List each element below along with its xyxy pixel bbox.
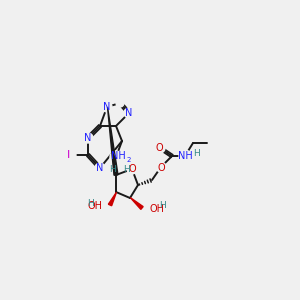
Text: 2: 2 bbox=[127, 157, 131, 163]
Circle shape bbox=[155, 143, 165, 153]
Text: H: H bbox=[194, 148, 200, 158]
Circle shape bbox=[124, 108, 134, 118]
Polygon shape bbox=[130, 198, 143, 209]
Text: O: O bbox=[155, 143, 163, 153]
Text: O: O bbox=[128, 164, 136, 174]
Polygon shape bbox=[107, 107, 118, 175]
Circle shape bbox=[127, 164, 137, 174]
Text: NH: NH bbox=[111, 151, 125, 161]
Circle shape bbox=[156, 162, 166, 172]
Text: NH: NH bbox=[178, 151, 192, 161]
Text: H: H bbox=[123, 164, 129, 173]
Circle shape bbox=[137, 203, 147, 213]
Text: OH: OH bbox=[150, 204, 165, 214]
Polygon shape bbox=[108, 192, 116, 206]
Circle shape bbox=[179, 150, 191, 162]
Circle shape bbox=[95, 163, 105, 173]
Circle shape bbox=[64, 149, 76, 161]
Text: O: O bbox=[157, 163, 165, 173]
Text: N: N bbox=[96, 163, 104, 173]
Text: I: I bbox=[68, 150, 70, 160]
Circle shape bbox=[110, 151, 122, 163]
Text: H: H bbox=[87, 199, 93, 208]
Text: N: N bbox=[84, 133, 92, 143]
Text: H: H bbox=[109, 164, 116, 173]
Circle shape bbox=[116, 99, 124, 107]
Circle shape bbox=[83, 133, 93, 143]
Circle shape bbox=[105, 200, 115, 210]
Text: N: N bbox=[103, 102, 111, 112]
Text: OH: OH bbox=[87, 201, 102, 211]
Text: H: H bbox=[159, 202, 165, 211]
Circle shape bbox=[102, 102, 112, 112]
Text: N: N bbox=[125, 108, 133, 118]
